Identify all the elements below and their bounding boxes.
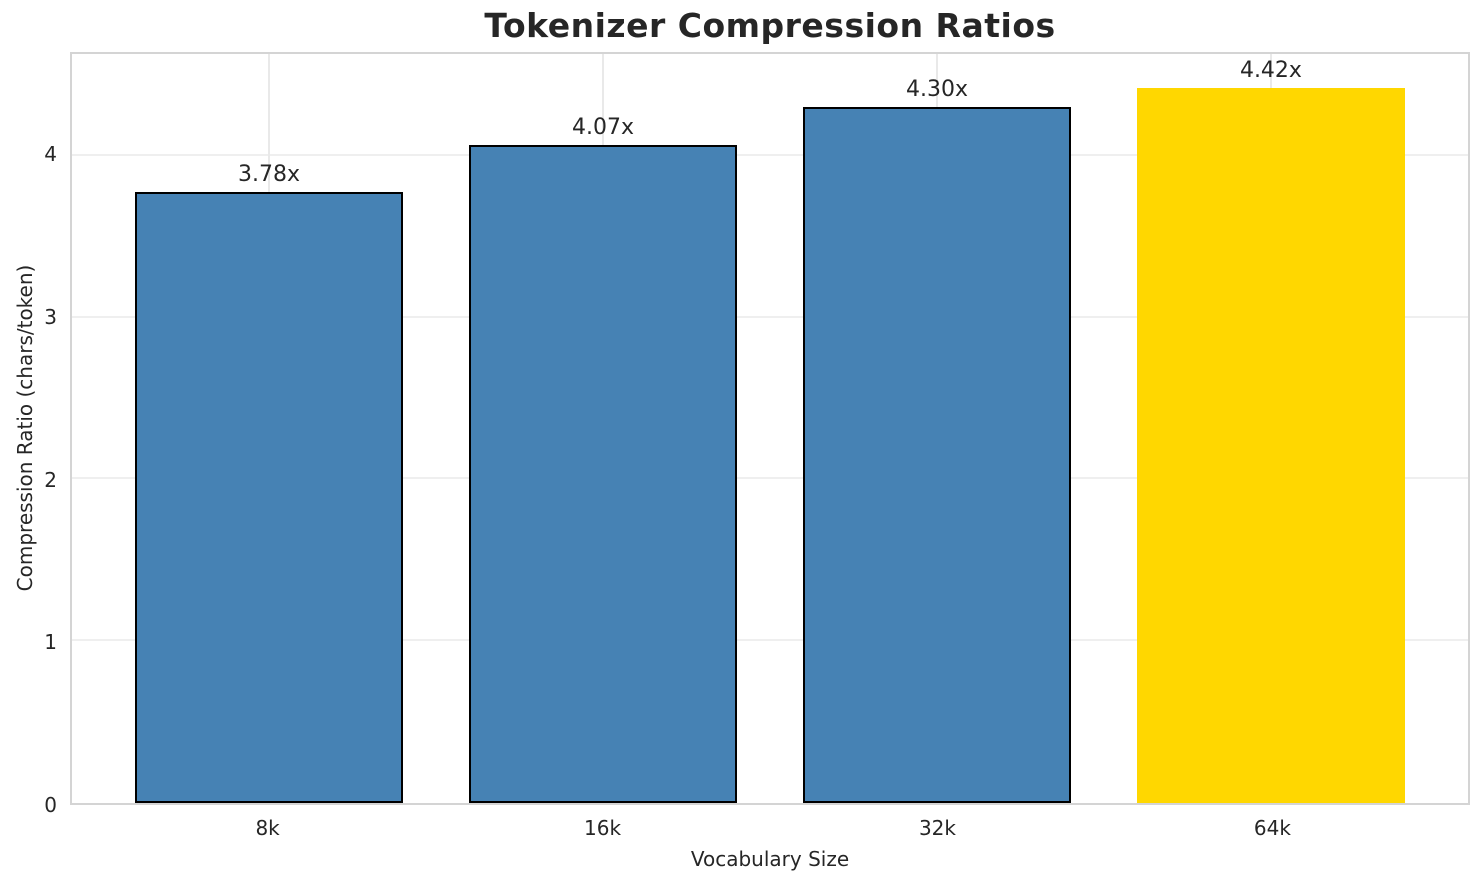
y-tick-label: 4: [44, 142, 57, 167]
gridline-h: [72, 153, 1468, 156]
gridline-h: [72, 315, 1468, 318]
plot-area: 3.78x 4.07x 4.30x 4.42x: [70, 52, 1470, 805]
y-tick-label: 2: [44, 467, 57, 492]
x-axis-label: Vocabulary Size: [690, 847, 850, 871]
gridline-h: [72, 477, 1468, 480]
x-tick-label: 8k: [255, 816, 280, 840]
y-axis-label: Compression Ratio (chars/token): [13, 264, 37, 592]
bar-label-layer: 3.78x 4.07x 4.30x 4.42x: [72, 54, 1468, 803]
x-tick-label: 64k: [1253, 816, 1291, 840]
bar-value-label: 3.78x: [238, 161, 301, 187]
bar-value-label: 4.07x: [571, 114, 635, 140]
chart-title: Tokenizer Compression Ratios: [484, 6, 1056, 45]
y-tick-label: 1: [44, 630, 57, 655]
y-tick-label: 0: [44, 793, 57, 817]
y-tick-label: 3: [44, 305, 57, 330]
bar: [803, 107, 1071, 803]
bar-value-label: 4.30x: [905, 77, 968, 103]
bar-layer: [72, 54, 1468, 803]
x-tick-label: 16k: [584, 816, 622, 840]
x-tick-label: 32k: [918, 816, 956, 840]
bar: [135, 191, 403, 803]
bar-value-label: 4.42x: [1239, 57, 1302, 83]
bar: [1137, 87, 1405, 803]
bar: [469, 144, 737, 803]
gridline-h: [72, 639, 1468, 642]
